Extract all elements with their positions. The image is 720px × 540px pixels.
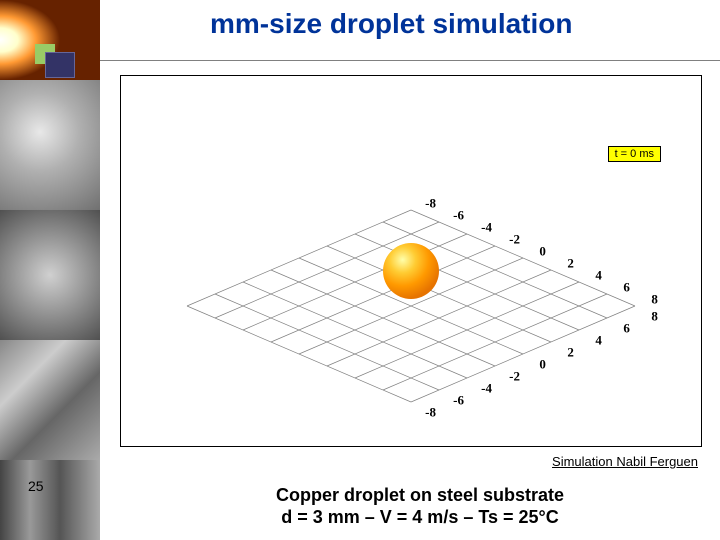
svg-text:0: 0 <box>539 244 546 259</box>
svg-text:-2: -2 <box>509 232 520 247</box>
caption: Copper droplet on steel substrate d = 3 … <box>180 485 660 528</box>
left-image-strip <box>0 0 100 540</box>
svg-text:6: 6 <box>623 280 630 295</box>
title-accent-icon <box>35 44 75 76</box>
slide-title: mm-size droplet simulation <box>210 8 573 40</box>
svg-text:8: 8 <box>651 308 658 323</box>
svg-text:2: 2 <box>567 256 574 271</box>
isometric-grid: -8 -6 -4 -2 0 2 4 6 88 6 4 2 0 -2 -4 -6 -8 <box>121 76 701 446</box>
title-bar: mm-size droplet simulation <box>100 0 720 61</box>
caption-line-1: Copper droplet on steel substrate <box>276 485 564 505</box>
strip-sem-image-2 <box>0 210 100 340</box>
strip-sem-image-3 <box>0 340 100 460</box>
caption-line-2: d = 3 mm – V = 4 m/s – Ts = 25°C <box>281 507 559 527</box>
svg-text:-4: -4 <box>481 380 492 395</box>
svg-text:4: 4 <box>595 332 602 347</box>
svg-text:2: 2 <box>567 344 574 359</box>
svg-text:-6: -6 <box>453 208 464 223</box>
simulation-plot: t = 0 ms -8-6-4-20246886420-2-4-6-8 <box>120 75 702 447</box>
svg-text:-2: -2 <box>509 368 520 383</box>
svg-text:-4: -4 <box>481 220 492 235</box>
credit-text: Simulation Nabil Ferguen <box>552 454 698 469</box>
slide-number: 25 <box>28 478 44 494</box>
svg-text:4: 4 <box>595 268 602 283</box>
svg-text:6: 6 <box>623 320 630 335</box>
svg-text:-8: -8 <box>425 404 436 419</box>
strip-sem-image-1 <box>0 80 100 210</box>
svg-text:8: 8 <box>651 292 658 307</box>
svg-text:-8: -8 <box>425 196 436 211</box>
svg-text:0: 0 <box>539 356 546 371</box>
strip-sem-image-4 <box>0 460 100 540</box>
svg-text:-6: -6 <box>453 392 464 407</box>
